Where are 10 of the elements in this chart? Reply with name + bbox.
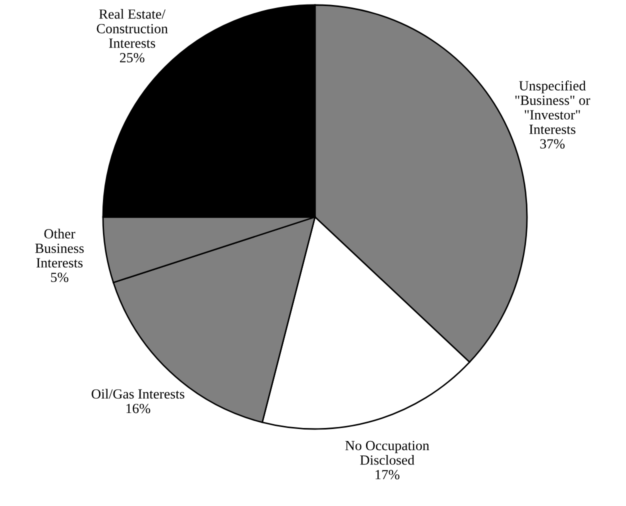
data-label: 17% <box>376 470 400 480</box>
slice-label: Other Business Interests <box>35 228 84 268</box>
data-label: 5% <box>51 272 68 282</box>
slice-label: Real Estate/ Construction Interests <box>96 9 168 48</box>
data-label: 16% <box>126 404 150 414</box>
data-label: 25% <box>120 53 144 62</box>
data-label: 37% <box>540 139 565 149</box>
slice-label: Unspecified "Business" or "Investor" Interests <box>515 80 590 134</box>
slice-label: No Occupation Disclosed <box>345 440 430 465</box>
slice-label: Oil/Gas Interests <box>92 388 184 399</box>
